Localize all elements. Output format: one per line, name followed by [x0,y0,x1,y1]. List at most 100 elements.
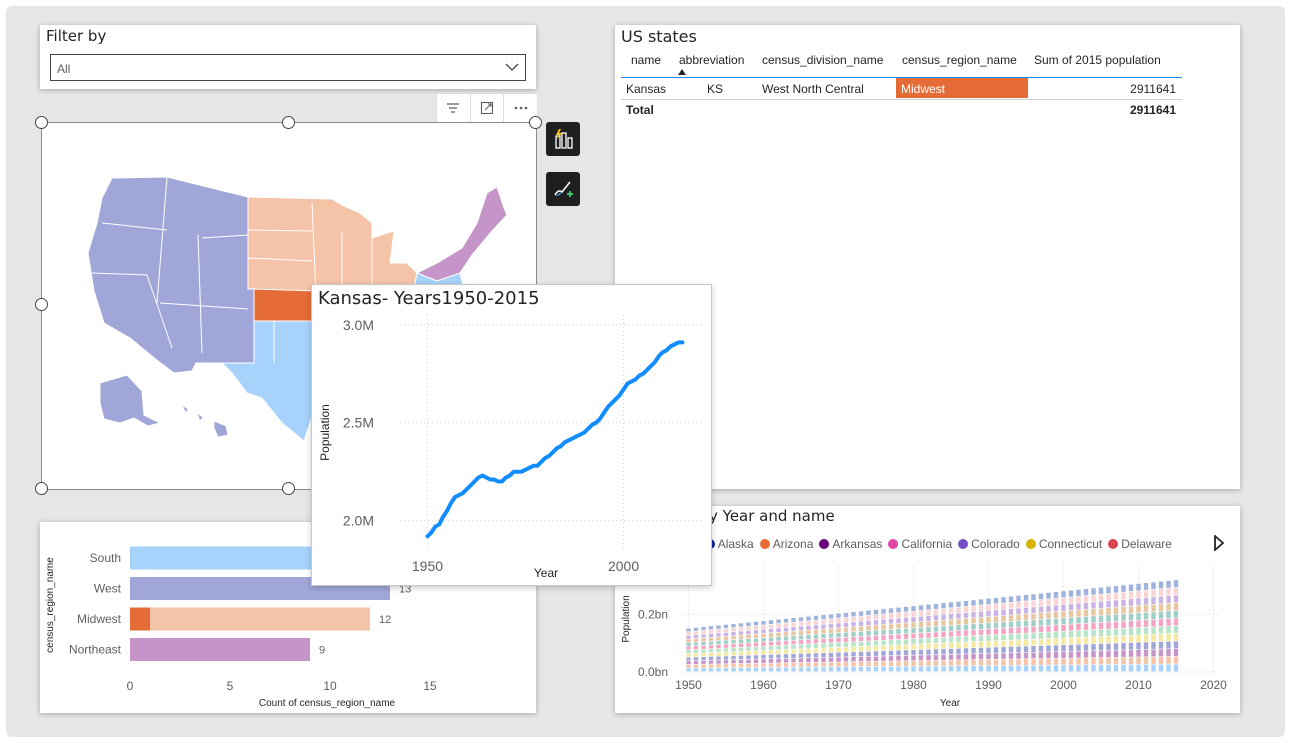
stacked-bar-segment [731,663,736,668]
stacked-bar-segment [761,629,766,634]
resize-handle[interactable] [35,116,48,129]
stacked-bar-segment [956,601,961,607]
stacked-bar-segment [881,609,886,614]
legend-item[interactable]: Colorado [958,537,1020,551]
more-options-icon[interactable] [504,94,537,122]
stacked-bar-segment [993,653,999,660]
resize-handle[interactable] [282,482,295,495]
stacked-bar-segment [933,637,939,644]
x-tick-label: 1980 [900,678,927,692]
stacked-bar-segment [813,648,819,653]
stacked-bar-segment [1001,634,1006,641]
stacked-bar-segment [1106,643,1111,651]
stacked-bar-segment [986,616,991,623]
us-states-table[interactable]: US states name abbreviation census_divis… [615,25,1240,489]
stacked-bar-segment [1046,625,1051,632]
stacked-bar-segment [1038,626,1044,633]
stacked-bar-segment [1136,591,1141,598]
stacked-bar-segment [1158,649,1164,657]
column-header-division[interactable]: census_division_name [762,53,884,67]
stacked-bar-segment [708,652,714,657]
stacked-bar-segment [1106,657,1111,665]
stacked-bar-segment [1158,589,1164,597]
legend-next-icon[interactable] [1213,535,1225,551]
stacked-bar-segment [1151,604,1156,612]
resize-handle[interactable] [35,482,48,495]
stacked-bar-segment [1136,635,1141,642]
filter-icon[interactable] [437,94,471,122]
stacked-bar-segment [941,614,946,620]
stacked-bar-segment [881,645,886,651]
stacked-bar-segment [888,629,894,635]
y-tick-label: 2.0M [343,513,374,529]
stacked-bar-segment [1038,665,1044,672]
stacked-bar-segment [836,628,841,633]
stacked-bar-segment [1023,652,1029,659]
map-hawaii [180,403,229,438]
build-visual-icon[interactable] [546,122,580,156]
stacked-bar-segment [731,667,736,672]
stacked-bar-segment [1001,603,1006,610]
stacked-bar-segment [873,630,879,636]
column-header-population[interactable]: Sum of 2015 population [1034,53,1161,67]
stacked-bar-segment [1001,640,1006,647]
stacked-bar-segment [1106,586,1111,594]
stacked-bar-segment [888,661,894,667]
stacked-bar-segment [1061,624,1066,632]
column-header-region[interactable]: census_region_name [902,53,1017,67]
stacked-bar-segment [1121,664,1126,672]
stacked-bar-segment [738,667,744,672]
stacked-bar-segment [911,611,916,617]
stacked-bar-segment [963,666,969,672]
legend-item[interactable]: Arkansas [819,537,882,551]
stacked-bar-segment [1068,617,1074,624]
stacked-bar-segment [1076,651,1081,658]
format-visual-icon[interactable] [546,172,580,206]
stacked-bar-segment [1076,596,1081,603]
stacked-bar-segment [738,635,744,639]
stacked-bar-segment [1121,585,1126,592]
stacked-bar-segment [836,652,841,657]
stacked-bar-segment [1091,651,1096,658]
legend-item[interactable]: Delaware [1108,537,1172,551]
stacked-bar-segment [1128,606,1134,614]
legend-item[interactable]: California [888,537,952,551]
resize-handle[interactable] [529,116,542,129]
column-header-name[interactable]: name [631,53,662,67]
stacked-bar-segment [813,620,819,625]
stacked-bar-segment [1106,622,1111,629]
stacked-bar-segment [933,603,939,609]
cell-region-highlight [896,78,1028,98]
stacked-bar-segment [723,656,729,660]
population-stacked-chart[interactable]: y Year and name aAlaskaArizonaArkansasCa… [615,506,1240,713]
resize-handle[interactable] [282,116,295,129]
stacked-bar-segment [821,643,826,648]
column-header-abbreviation[interactable]: abbreviation [679,53,745,67]
stacked-bar-segment [746,622,751,627]
legend-item[interactable]: Arizona [759,537,813,551]
legend-item[interactable]: Connecticut [1025,537,1102,551]
stacked-bar-segment [701,660,706,664]
resize-handle[interactable] [35,298,48,311]
stacked-bar-segment [993,665,999,672]
stacked-bar-segment [903,612,909,618]
filter-slicer: Filter by All [40,25,536,89]
stacked-bar-segment [888,640,894,645]
stacked-bar-segment [881,661,886,667]
stacked-bar-segment [716,660,721,664]
stacked-bar-segment [761,621,766,625]
stacked-bar-segment [1143,642,1149,650]
stacked-bar-segment [1106,600,1111,608]
filter-dropdown[interactable]: All [50,54,526,81]
stacked-bar-segment [948,631,954,637]
focus-mode-icon[interactable] [471,94,505,122]
stacked-bar-segment [1076,644,1081,651]
stacked-bar-segment [1076,589,1081,596]
stacked-bar-segment [941,660,946,666]
stacked-bar-segment [978,659,984,666]
category-label: Midwest [77,612,122,626]
stacked-bar-segment [881,635,886,640]
stacked-bar-segment [956,607,961,613]
stacked-bar-segment [933,632,939,638]
stacked-bar-segment [746,667,751,672]
